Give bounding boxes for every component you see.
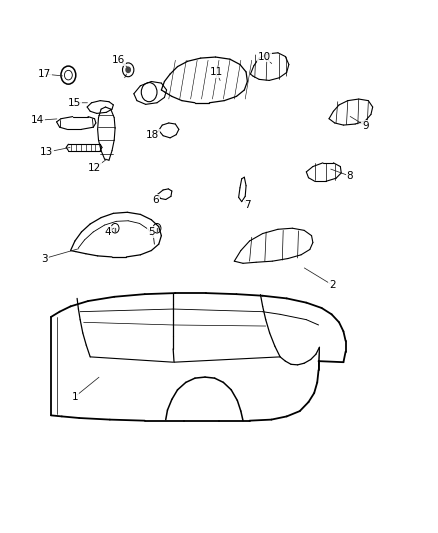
- Text: 10: 10: [258, 52, 272, 61]
- Text: 2: 2: [329, 280, 336, 290]
- Text: 15: 15: [68, 98, 81, 108]
- Text: 1: 1: [71, 392, 78, 402]
- Text: 6: 6: [152, 195, 159, 205]
- Text: 3: 3: [41, 254, 48, 263]
- Text: 14: 14: [31, 115, 44, 125]
- Text: 17: 17: [38, 69, 51, 79]
- Text: 12: 12: [88, 163, 101, 173]
- Text: 7: 7: [244, 200, 251, 211]
- Circle shape: [126, 67, 131, 72]
- Text: 9: 9: [362, 120, 369, 131]
- Text: 5: 5: [148, 227, 155, 237]
- Text: 18: 18: [146, 130, 159, 140]
- Text: 13: 13: [40, 147, 53, 157]
- Text: 8: 8: [346, 171, 353, 181]
- Text: 4: 4: [104, 227, 111, 237]
- Text: 11: 11: [210, 68, 223, 77]
- Text: 16: 16: [112, 55, 125, 65]
